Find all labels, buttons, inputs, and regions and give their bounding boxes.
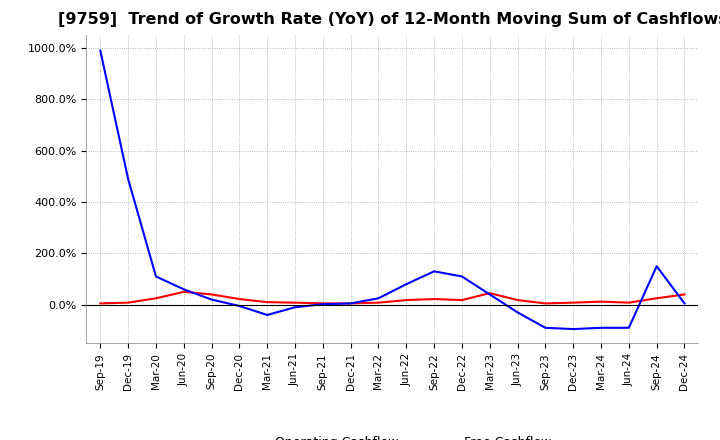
Operating Cashflow: [541, 301, 550, 306]
Free Cashflow: [179, 287, 188, 292]
Operating Cashflow: [513, 297, 522, 303]
Free Cashflow: [124, 176, 132, 182]
Operating Cashflow: [430, 297, 438, 302]
Free Cashflow: [680, 301, 689, 306]
Operating Cashflow: [235, 297, 243, 302]
Free Cashflow: [485, 292, 494, 297]
Operating Cashflow: [263, 300, 271, 305]
Line: Operating Cashflow: Operating Cashflow: [100, 292, 685, 304]
Free Cashflow: [235, 303, 243, 308]
Title: [9759]  Trend of Growth Rate (YoY) of 12-Month Moving Sum of Cashflows: [9759] Trend of Growth Rate (YoY) of 12-…: [58, 12, 720, 27]
Operating Cashflow: [652, 296, 661, 301]
Free Cashflow: [207, 297, 216, 302]
Free Cashflow: [318, 301, 327, 307]
Operating Cashflow: [402, 297, 410, 303]
Free Cashflow: [513, 310, 522, 315]
Free Cashflow: [402, 282, 410, 287]
Operating Cashflow: [374, 300, 383, 305]
Free Cashflow: [597, 325, 606, 330]
Operating Cashflow: [346, 301, 355, 306]
Operating Cashflow: [96, 301, 104, 306]
Operating Cashflow: [291, 300, 300, 305]
Operating Cashflow: [124, 300, 132, 305]
Free Cashflow: [541, 325, 550, 330]
Operating Cashflow: [624, 300, 633, 305]
Legend: Operating Cashflow, Free Cashflow: Operating Cashflow, Free Cashflow: [228, 431, 557, 440]
Free Cashflow: [458, 274, 467, 279]
Line: Free Cashflow: Free Cashflow: [100, 51, 685, 329]
Operating Cashflow: [680, 292, 689, 297]
Free Cashflow: [624, 325, 633, 330]
Free Cashflow: [291, 304, 300, 310]
Free Cashflow: [430, 269, 438, 274]
Operating Cashflow: [485, 290, 494, 296]
Operating Cashflow: [207, 292, 216, 297]
Operating Cashflow: [569, 300, 577, 305]
Operating Cashflow: [179, 289, 188, 294]
Free Cashflow: [96, 48, 104, 53]
Free Cashflow: [652, 264, 661, 269]
Free Cashflow: [152, 274, 161, 279]
Free Cashflow: [346, 301, 355, 306]
Operating Cashflow: [318, 301, 327, 306]
Free Cashflow: [569, 326, 577, 332]
Operating Cashflow: [458, 297, 467, 303]
Free Cashflow: [263, 312, 271, 318]
Operating Cashflow: [597, 299, 606, 304]
Operating Cashflow: [152, 296, 161, 301]
Free Cashflow: [374, 296, 383, 301]
